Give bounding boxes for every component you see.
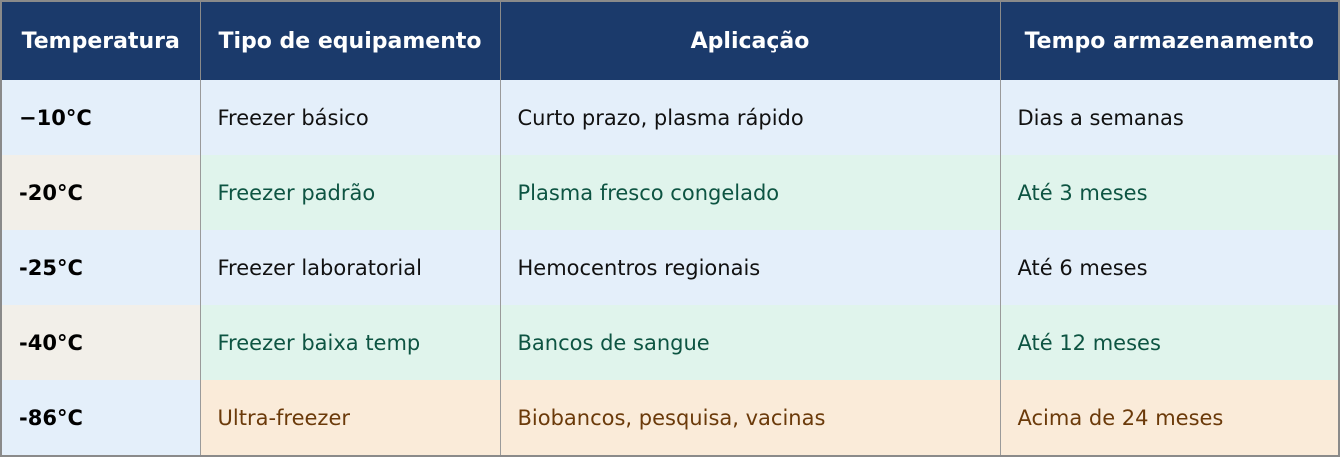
storage-time-cell: Até 3 meses xyxy=(999,155,1338,230)
application-cell: Hemocentros regionais xyxy=(499,230,1000,305)
temperature-cell: -86°C xyxy=(2,380,200,455)
header-aplicacao: Aplicação xyxy=(499,2,1000,80)
application-cell: Plasma fresco congelado xyxy=(499,155,1000,230)
equipment-cell: Freezer baixa temp xyxy=(199,305,500,380)
table-row: -25°C Freezer laboratorial Hemocentros reg… xyxy=(2,230,1338,305)
header-tempo-armazenamento: Tempo armazenamento xyxy=(999,2,1338,80)
application-cell: Biobancos, pesquisa, vacinas xyxy=(499,380,1000,455)
equipment-cell: Ultra-freezer xyxy=(199,380,500,455)
header-tipo-equipamento: Tipo de equipamento xyxy=(199,2,500,80)
table-row: −10°C Freezer básico Curto prazo, plasma r… xyxy=(2,80,1338,155)
table-row: -40°C Freezer baixa temp Bancos de sangue A… xyxy=(2,305,1338,380)
temperature-cell: −10°C xyxy=(2,80,200,155)
temperature-cell: -20°C xyxy=(2,155,200,230)
equipment-cell: Freezer básico xyxy=(199,80,500,155)
equipment-cell: Freezer laboratorial xyxy=(199,230,500,305)
storage-time-cell: Dias a semanas xyxy=(999,80,1338,155)
storage-time-cell: Acima de 24 meses xyxy=(999,380,1338,455)
header-temperatura: Temperatura xyxy=(2,2,200,80)
equipment-cell: Freezer padrão xyxy=(199,155,500,230)
application-cell: Bancos de sangue xyxy=(499,305,1000,380)
application-cell: Curto prazo, plasma rápido xyxy=(499,80,1000,155)
table-row: -86°C Ultra-freezer Biobancos, pesquisa, v… xyxy=(2,380,1338,455)
temperature-cell: -40°C xyxy=(2,305,200,380)
table-row: -20°C Freezer padrão Plasma fresco congela… xyxy=(2,155,1338,230)
storage-time-cell: Até 6 meses xyxy=(999,230,1338,305)
storage-time-cell: Até 12 meses xyxy=(999,305,1338,380)
header-row: Temperatura Tipo de equipamento Aplicaçã… xyxy=(2,2,1338,80)
temperature-cell: -25°C xyxy=(2,230,200,305)
